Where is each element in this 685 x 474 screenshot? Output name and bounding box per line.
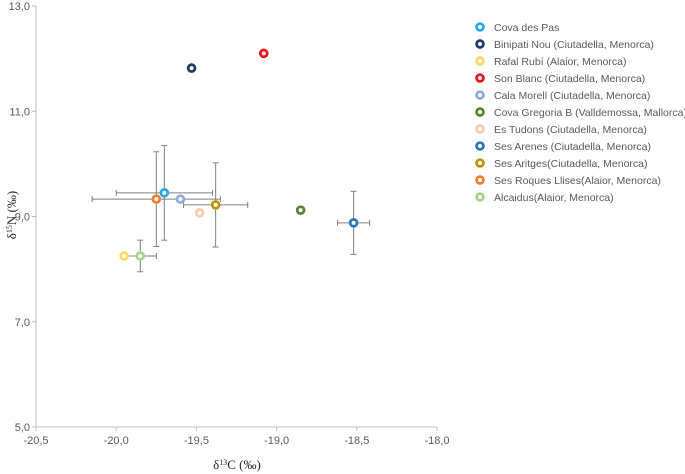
point-rafal-rub-alaior-menorca [119, 251, 130, 261]
axes [35, 6, 437, 428]
y-tick-label: 13,0 [9, 1, 30, 13]
point-son-blanc-ciutadella-menorca [258, 48, 269, 59]
point-ses-arenes-ciutadella-menorca [348, 218, 359, 228]
point-cova-gregoria-b-valldemossa-mallorca [295, 205, 306, 215]
y-axis-title: δ15N (‰) [4, 191, 19, 239]
y-tick-label: 9,0 [15, 212, 30, 224]
legend-label: Cova Gregoria B (Valldemossa, Mallorca) [494, 107, 685, 119]
error-bars [91, 144, 371, 273]
point-ses-aritges-ciutadella-menorca [210, 200, 221, 210]
point-es-tudons-ciutadella-menorca [194, 208, 205, 218]
legend-marker [475, 175, 485, 185]
x-tick-label: -18,5 [344, 435, 369, 447]
legend-marker [475, 22, 485, 32]
x-tick-label: -20,0 [104, 435, 129, 447]
legend-label: Cala Morell (Ciutadella, Menorca) [494, 90, 650, 102]
x-tick-label: -19,0 [264, 435, 289, 447]
legend-label: Son Blanc (Ciutadella, Menorca) [494, 73, 645, 85]
legend-marker [475, 124, 485, 134]
x-axis-title: δ13C (‰) [213, 457, 261, 472]
x-tick-label: -19,5 [184, 435, 209, 447]
x-tick-label: -20,5 [23, 435, 48, 447]
legend-label: Es Tudons (Ciutadella, Menorca) [494, 124, 647, 136]
legend-label: Ses Arenes (Ciutadella, Menorca) [494, 141, 651, 153]
y-tick-label: 11,0 [9, 106, 30, 118]
legend: Cova des Pas Binipati Nou (Ciutadella, Me… [475, 22, 685, 204]
x-axis-ticks: -20,5 -20,0 -19,5 -19,0 -18,5 -18,0 [23, 427, 450, 447]
y-tick-label: 7,0 [15, 317, 30, 329]
point-alcaidus-alaior-menorca [135, 251, 146, 261]
x-tick-label: -18,0 [424, 435, 449, 447]
y-axis-ticks: 5,0 7,0 9,0 11,0 13,0 [9, 1, 36, 434]
legend-marker [475, 56, 485, 66]
legend-label: Binipati Nou (Ciutadella, Menorca) [494, 39, 654, 51]
legend-label: Cova des Pas [494, 22, 559, 34]
point-ses-roques-llises-alaior-menorca [151, 194, 162, 204]
point-binipati-nou-ciutadella-menorca [186, 63, 197, 73]
point-cova-des-pas [159, 188, 170, 198]
legend-label: Rafal Rubí (Alaior, Menorca) [494, 56, 626, 68]
legend-marker [475, 192, 485, 202]
y-tick-label: 5,0 [15, 422, 30, 434]
legend-label: Ses Aritges(Ciutadella, Menorca) [494, 158, 648, 170]
legend-marker [475, 73, 485, 83]
point-cala-morell-ciutadella-menorca [175, 194, 186, 204]
legend-marker [475, 107, 485, 117]
legend-marker [475, 141, 485, 151]
legend-marker [475, 39, 485, 49]
legend-marker [475, 90, 485, 100]
data-points [119, 48, 359, 261]
legend-marker [475, 158, 485, 168]
legend-label: Ses Roques Llises(Alaior, Menorca) [494, 175, 661, 187]
legend-label: Alcaidus(Alaior, Menorca) [494, 192, 614, 204]
